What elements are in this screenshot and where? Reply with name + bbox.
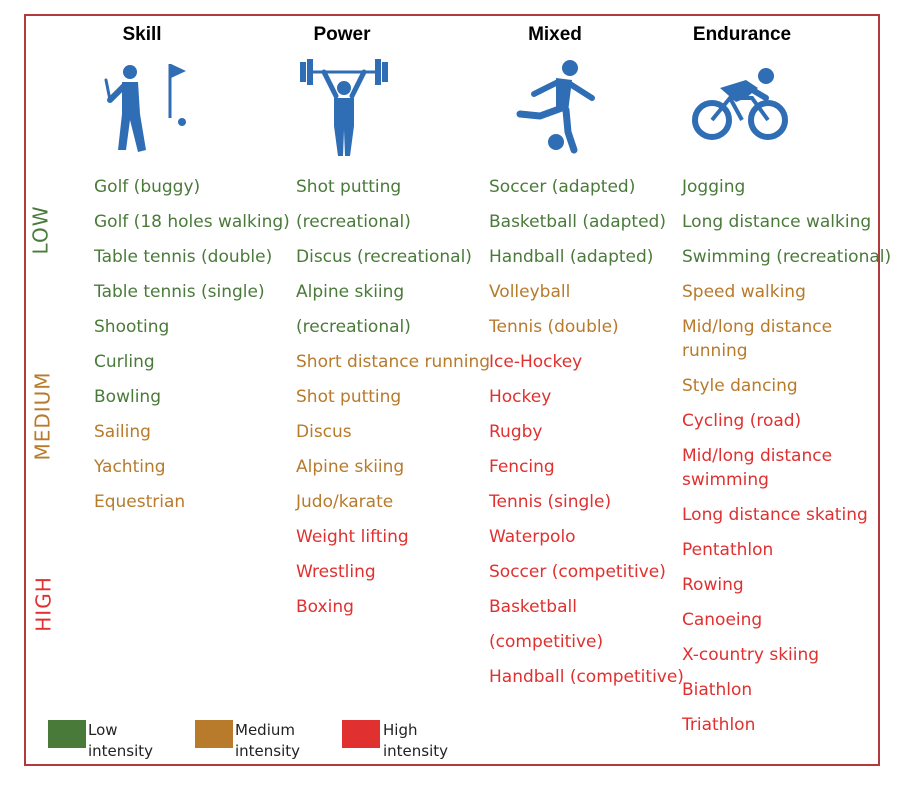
activity-item: Golf (buggy) xyxy=(94,177,201,197)
activity-item: Mid/long distance running xyxy=(682,317,833,361)
activity-item: Mid/long distance swimming xyxy=(682,446,833,490)
column-title-power: Power xyxy=(313,24,371,45)
activity-item: Table tennis (single) xyxy=(94,282,265,302)
activity-item: Shot putting xyxy=(296,177,402,197)
side-label-low: LOW xyxy=(28,205,53,255)
activity-item: Canoeing xyxy=(682,610,763,630)
soccer-player-icon xyxy=(516,60,595,154)
legend-label-low: Low intensity xyxy=(88,721,154,760)
legend-label-medium: Medium intensity xyxy=(235,721,301,760)
activity-item: Alpine skiing xyxy=(296,457,405,477)
activity-item: Basketball (adapted) xyxy=(489,212,666,232)
figure-frame xyxy=(24,14,880,766)
activity-item: Shot putting xyxy=(296,387,402,407)
activity-item: Golf (18 holes walking) xyxy=(94,212,290,232)
activity-item: X-country skiing xyxy=(682,645,820,665)
activity-item: Biathlon xyxy=(682,680,753,700)
activity-item: Sailing xyxy=(94,422,151,442)
weightlifter-icon xyxy=(300,59,388,156)
column-title-endurance: Endurance xyxy=(692,24,792,45)
legend-swatch-low xyxy=(48,720,86,748)
column-mixed-list: Soccer (adapted) Basketball (adapted) Hand… xyxy=(489,170,684,695)
activity-item: Swimming (recreational) xyxy=(682,247,892,267)
activity-item: Hockey xyxy=(489,387,552,407)
activity-item: Style dancing xyxy=(682,376,798,396)
legend-swatch-high xyxy=(342,720,380,748)
activity-item: Alpine skiing xyxy=(296,282,405,302)
activity-item: Fencing xyxy=(489,457,555,477)
activity-item: Ice-Hockey xyxy=(489,352,583,372)
activity-item: Handball (competitive) xyxy=(489,667,684,687)
column-skill-list: Golf (buggy) Golf (18 holes walking) Table… xyxy=(94,170,290,520)
activity-item: Long distance skating xyxy=(682,505,868,525)
activity-item: (recreational) xyxy=(296,317,411,337)
activity-item: Basketball xyxy=(489,597,577,617)
activity-item: Table tennis (double) xyxy=(94,247,273,267)
column-endurance-list: Jogging Long distance walking Swimming (re… xyxy=(682,170,892,743)
activity-item: Short distance running xyxy=(296,352,491,372)
activity-item: Handball (adapted) xyxy=(489,247,654,267)
activity-item: Rugby xyxy=(489,422,543,442)
column-title-mixed: Mixed xyxy=(528,24,582,45)
activity-item: Soccer (adapted) xyxy=(489,177,636,197)
activity-item: Discus (recreational) xyxy=(296,247,472,267)
activity-item: Jogging xyxy=(682,177,746,197)
cyclist-icon xyxy=(692,68,788,140)
activity-item: Judo/karate xyxy=(296,492,394,512)
activity-item: Speed walking xyxy=(682,282,806,302)
activity-item: Yachting xyxy=(94,457,166,477)
activity-item: Discus xyxy=(296,422,352,442)
activity-item: Rowing xyxy=(682,575,744,595)
activity-item: Curling xyxy=(94,352,155,372)
activity-item: (competitive) xyxy=(489,632,604,652)
legend-label-high: High intensity xyxy=(383,721,449,760)
side-label-high: HIGH xyxy=(31,576,56,632)
column-power-list: Shot putting (recreational) Discus (recrea… xyxy=(296,170,490,625)
legend-swatch-medium xyxy=(195,720,233,748)
activity-item: Wrestling xyxy=(296,562,376,582)
activity-item: Tennis (double) xyxy=(489,317,619,337)
activity-item: Equestrian xyxy=(94,492,186,512)
activity-item: Waterpolo xyxy=(489,527,576,547)
activity-item: Weight lifting xyxy=(296,527,409,547)
activity-item: Soccer (competitive) xyxy=(489,562,666,582)
activity-item: Long distance walking xyxy=(682,212,872,232)
column-title-skill: Skill xyxy=(122,24,162,45)
activity-item: Pentathlon xyxy=(682,540,774,560)
side-label-medium: MEDIUM xyxy=(30,371,55,461)
golfer-icon xyxy=(104,64,186,152)
activity-item: Boxing xyxy=(296,597,354,617)
activity-item: Tennis (single) xyxy=(489,492,612,512)
activity-item: Volleyball xyxy=(489,282,571,302)
activity-item: Triathlon xyxy=(682,715,756,735)
activity-item: Cycling (road) xyxy=(682,411,802,431)
activity-item: (recreational) xyxy=(296,212,411,232)
activity-item: Bowling xyxy=(94,387,161,407)
activity-item: Shooting xyxy=(94,317,170,337)
